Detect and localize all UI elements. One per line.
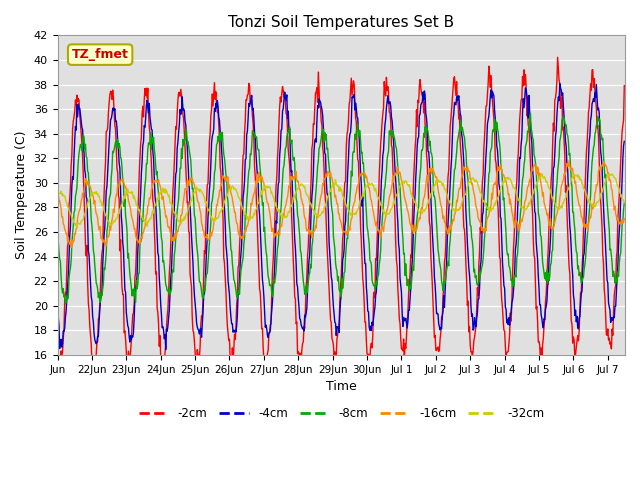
Legend: -2cm, -4cm, -8cm, -16cm, -32cm: -2cm, -4cm, -8cm, -16cm, -32cm [134, 402, 548, 425]
Y-axis label: Soil Temperature (C): Soil Temperature (C) [15, 131, 28, 259]
Text: TZ_fmet: TZ_fmet [72, 48, 129, 61]
X-axis label: Time: Time [326, 380, 356, 393]
Title: Tonzi Soil Temperatures Set B: Tonzi Soil Temperatures Set B [228, 15, 454, 30]
